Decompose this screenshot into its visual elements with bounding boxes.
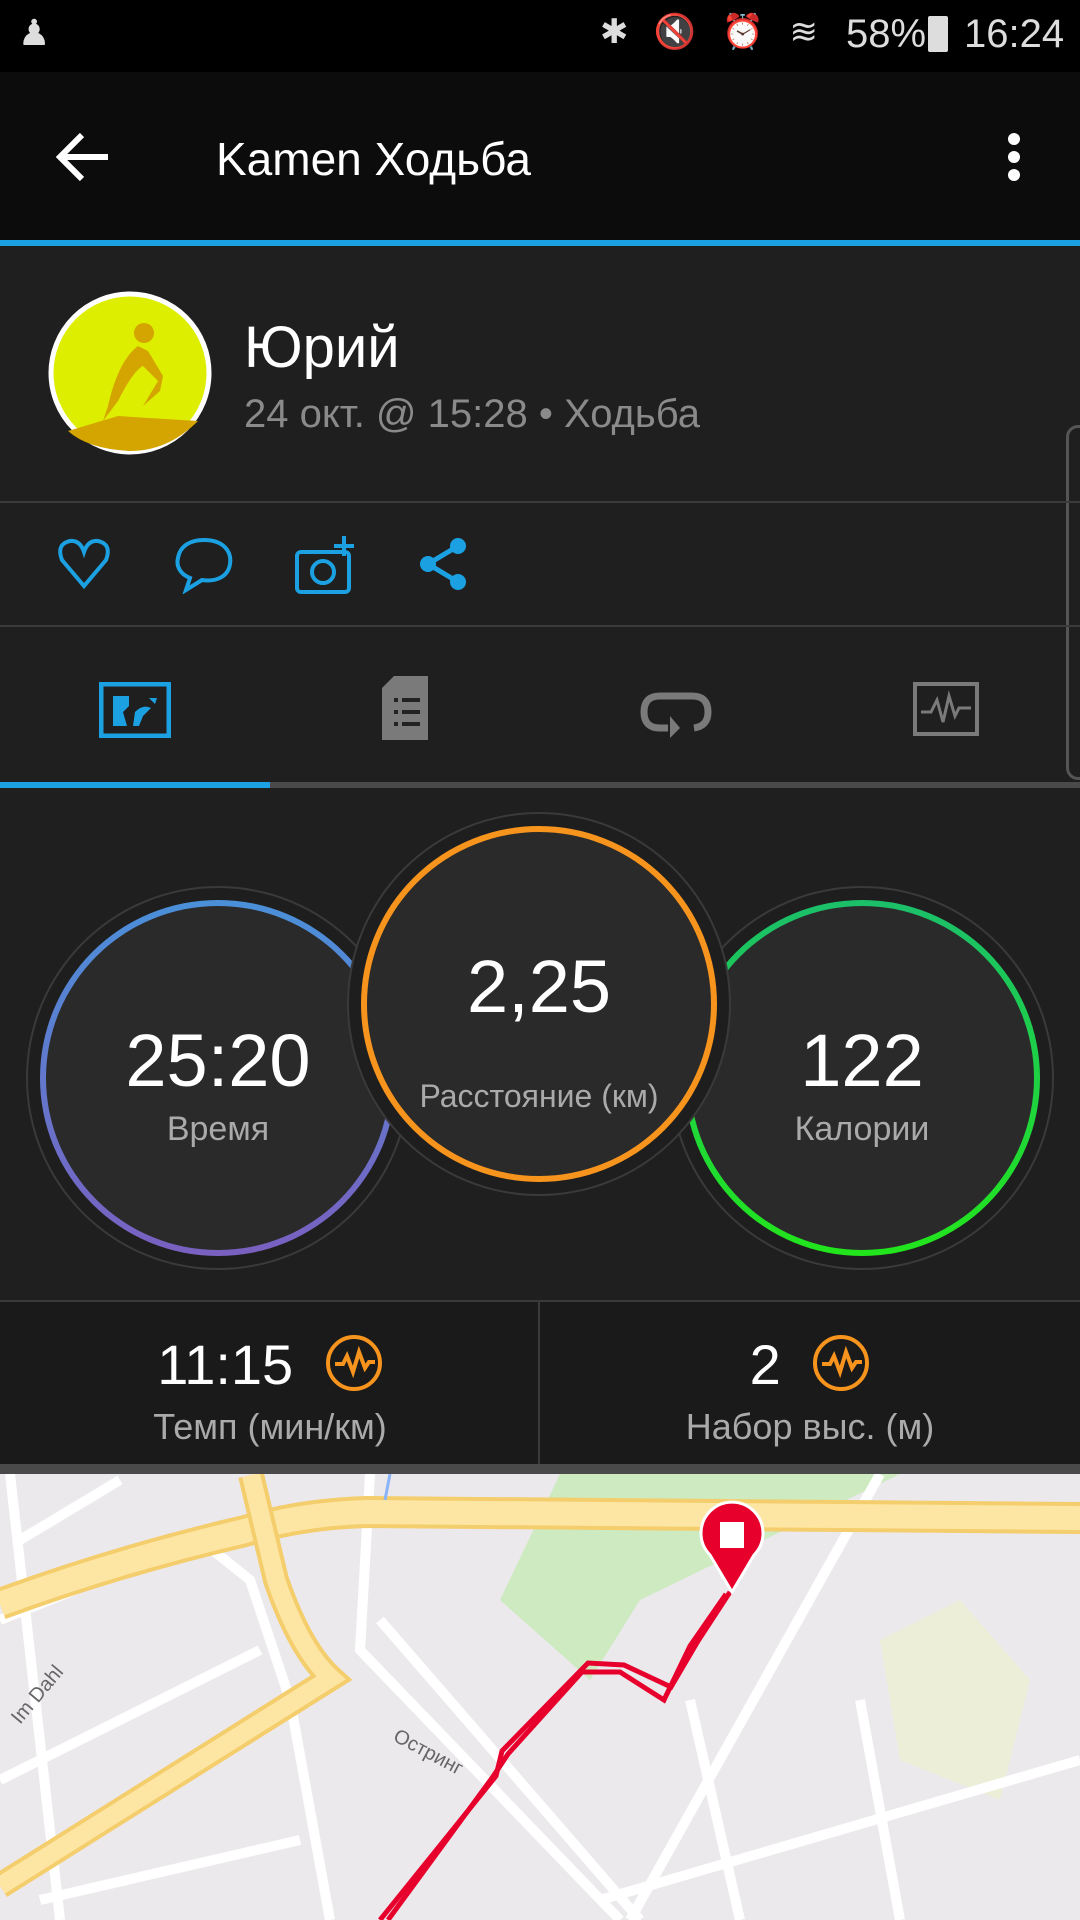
tab-laps[interactable] — [540, 640, 810, 784]
distance-value: 2,25 — [466, 945, 612, 1028]
calories-label: Калории — [794, 1110, 930, 1148]
time-value: 25:20 — [125, 1019, 311, 1102]
finish-pin-icon[interactable] — [699, 1500, 765, 1595]
app-bar: Kamen Ходьба — [0, 72, 1080, 240]
time-stat-circle: 25:20 Время — [40, 900, 396, 1256]
secondary-stats: 11:15 Темп (мин/км) 2 Набор выс. (м) — [0, 1300, 1080, 1466]
page-title: Kamen Ходьба — [216, 133, 531, 185]
divider — [538, 1302, 540, 1466]
activity-pulse-icon[interactable] — [812, 1334, 870, 1392]
pace-value: 11:15 — [157, 1333, 294, 1396]
avatar[interactable] — [48, 291, 212, 455]
chart-icon — [913, 682, 979, 736]
elevation-label: Набор выс. (м) — [685, 1406, 935, 1447]
elevation-row: 2 — [540, 1332, 1080, 1397]
back-arrow-icon[interactable] — [56, 132, 112, 182]
tab-track — [0, 782, 1080, 788]
distance-label: Расстояние (км) — [419, 1078, 659, 1114]
add-photo-icon[interactable] — [294, 534, 358, 596]
calories-stat-circle: 122 Калории — [684, 900, 1040, 1256]
share-icon[interactable] — [418, 536, 470, 592]
clock: 16:24 — [964, 12, 1065, 56]
status-icons: ✱ 🔇 ⏰ ≋ — [600, 13, 826, 51]
scroll-indicator[interactable] — [1066, 425, 1080, 780]
route-track — [378, 1590, 733, 1920]
elevation-value: 2 — [749, 1333, 781, 1396]
comment-icon[interactable] — [174, 536, 234, 594]
status-bar: ♟ ✱ 🔇 ⏰ ≋ 58% 16:24 — [0, 0, 1080, 72]
notification-icon: ♟ — [18, 12, 51, 53]
battery-percent: 58% — [846, 12, 927, 56]
details-icon — [382, 676, 428, 740]
pace-label: Темп (мин/км) — [153, 1406, 387, 1447]
divider — [0, 1464, 1080, 1474]
battery-icon — [928, 16, 948, 52]
time-label: Время — [166, 1110, 270, 1148]
more-options-icon[interactable] — [998, 132, 1030, 182]
tab-details[interactable] — [270, 640, 540, 784]
activity-subtitle: 24 окт. @ 15:28 • Ходьба — [244, 392, 700, 436]
divider — [0, 625, 1080, 627]
divider — [0, 501, 1080, 503]
tab-indicator — [0, 782, 270, 788]
calories-value: 122 — [800, 1019, 924, 1102]
activity-pulse-icon[interactable] — [325, 1334, 383, 1392]
tab-overview[interactable] — [0, 640, 270, 784]
distance-stat-circle: 2,25 Расстояние (км) — [361, 826, 717, 1182]
pace-row: 11:15 — [0, 1332, 540, 1397]
laps-icon — [640, 692, 712, 738]
like-heart-icon[interactable] — [56, 538, 112, 590]
user-name: Юрий — [244, 315, 400, 380]
tab-charts[interactable] — [810, 640, 1080, 784]
header-accent-line — [0, 240, 1080, 246]
route-map[interactable]: Im Dahl Остринг — [0, 1474, 1080, 1920]
map-overview-icon — [99, 682, 171, 738]
